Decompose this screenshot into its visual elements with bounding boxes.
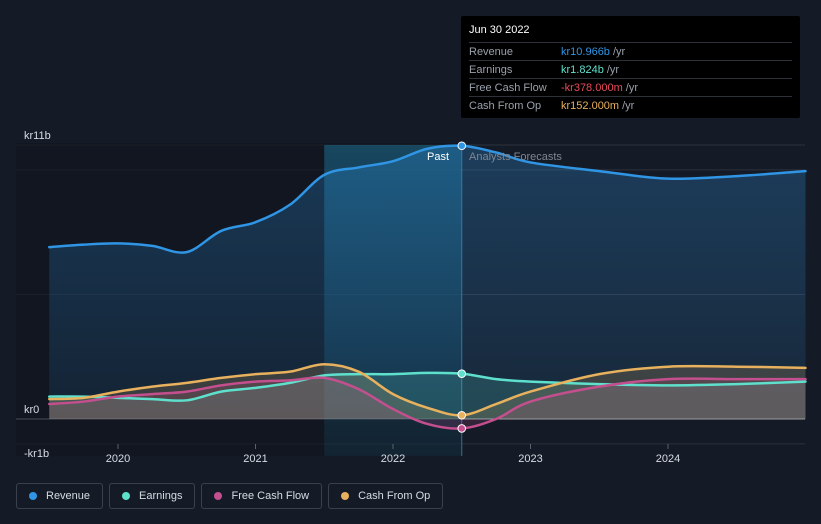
series-markers (457, 141, 467, 433)
y-tick-label: -kr1b (24, 448, 49, 460)
revenue-marker (457, 141, 467, 151)
legend-dot-icon (122, 492, 131, 500)
series-lines (48, 144, 807, 430)
series-areas (49, 145, 806, 429)
tooltip-row-value: kr152.000m (561, 99, 620, 112)
legend-item-revenue[interactable]: Revenue (16, 483, 104, 509)
tooltip-row-unit: /yr (625, 81, 638, 94)
tooltip-row-value: -kr378.000m (561, 81, 623, 94)
legend-label: Cash From Op (358, 490, 431, 502)
tooltip-row: Earnings kr1.824b/yr (469, 60, 792, 78)
earnings-area (49, 372, 806, 419)
free-cash-flow-marker (457, 424, 467, 433)
tooltip-row-unit: /yr (622, 99, 635, 112)
tooltip-row-label: Earnings (469, 63, 513, 76)
tooltip-row-unit: /yr (612, 45, 626, 58)
forecast-section-label: Analysts Forecasts (469, 151, 562, 163)
tooltip-panel: Jun 30 2022 Revenue kr10.966b/yr Earnings k… (461, 16, 800, 118)
y-axis: kr11b kr0 -kr1b (24, 130, 51, 460)
legend-label: Free Cash Flow (231, 490, 310, 502)
x-tick-label: 2024 (656, 453, 680, 465)
y-tick-label: kr0 (24, 404, 39, 416)
tooltip-row-value: kr10.966b (561, 45, 610, 58)
tooltip-row-label: Cash From Op (469, 99, 542, 112)
x-axis: 2020 2021 2022 2023 2024 (106, 444, 680, 465)
revenue-line (48, 144, 807, 254)
tooltip-date: Jun 30 2022 (469, 24, 530, 36)
x-tick-label: 2022 (381, 453, 405, 465)
tooltip-row-label: Revenue (469, 45, 514, 58)
legend: Revenue Earnings Free Cash Flow Cash From O… (16, 483, 444, 509)
x-tick-label: 2021 (243, 453, 267, 465)
tooltip-row-unit: /yr (606, 63, 620, 76)
past-section-label: Past (427, 151, 449, 163)
tooltip-row-label: Free Cash Flow (469, 81, 547, 94)
cash-from-op-area (49, 364, 806, 419)
cash-from-op-line (48, 362, 807, 417)
x-tick-label: 2020 (106, 453, 130, 465)
tooltip-row: Revenue kr10.966b/yr (469, 42, 792, 60)
tooltip-row-value: kr1.824b (561, 63, 604, 76)
x-tick-label: 2023 (518, 453, 542, 465)
legend-dot-icon (214, 492, 223, 500)
legend-dot-icon (341, 492, 350, 500)
earnings-marker (457, 369, 467, 378)
legend-label: Revenue (46, 490, 91, 502)
legend-item-cash-from-op[interactable]: Cash From Op (328, 483, 444, 509)
cash-from-op-marker (457, 410, 467, 420)
revenue-area (49, 145, 806, 420)
legend-label: Earnings (139, 490, 183, 502)
legend-dot-icon (29, 492, 37, 500)
legend-item-free-cash-flow[interactable]: Free Cash Flow (201, 483, 323, 509)
tooltip-row: Cash From Op kr152.000m/yr (469, 96, 792, 114)
tooltip-row: Free Cash Flow -kr378.000m/yr (469, 78, 792, 96)
free-cash-flow-line (48, 376, 807, 430)
legend-item-earnings[interactable]: Earnings (109, 483, 196, 509)
y-tick-label: kr11b (24, 130, 51, 142)
